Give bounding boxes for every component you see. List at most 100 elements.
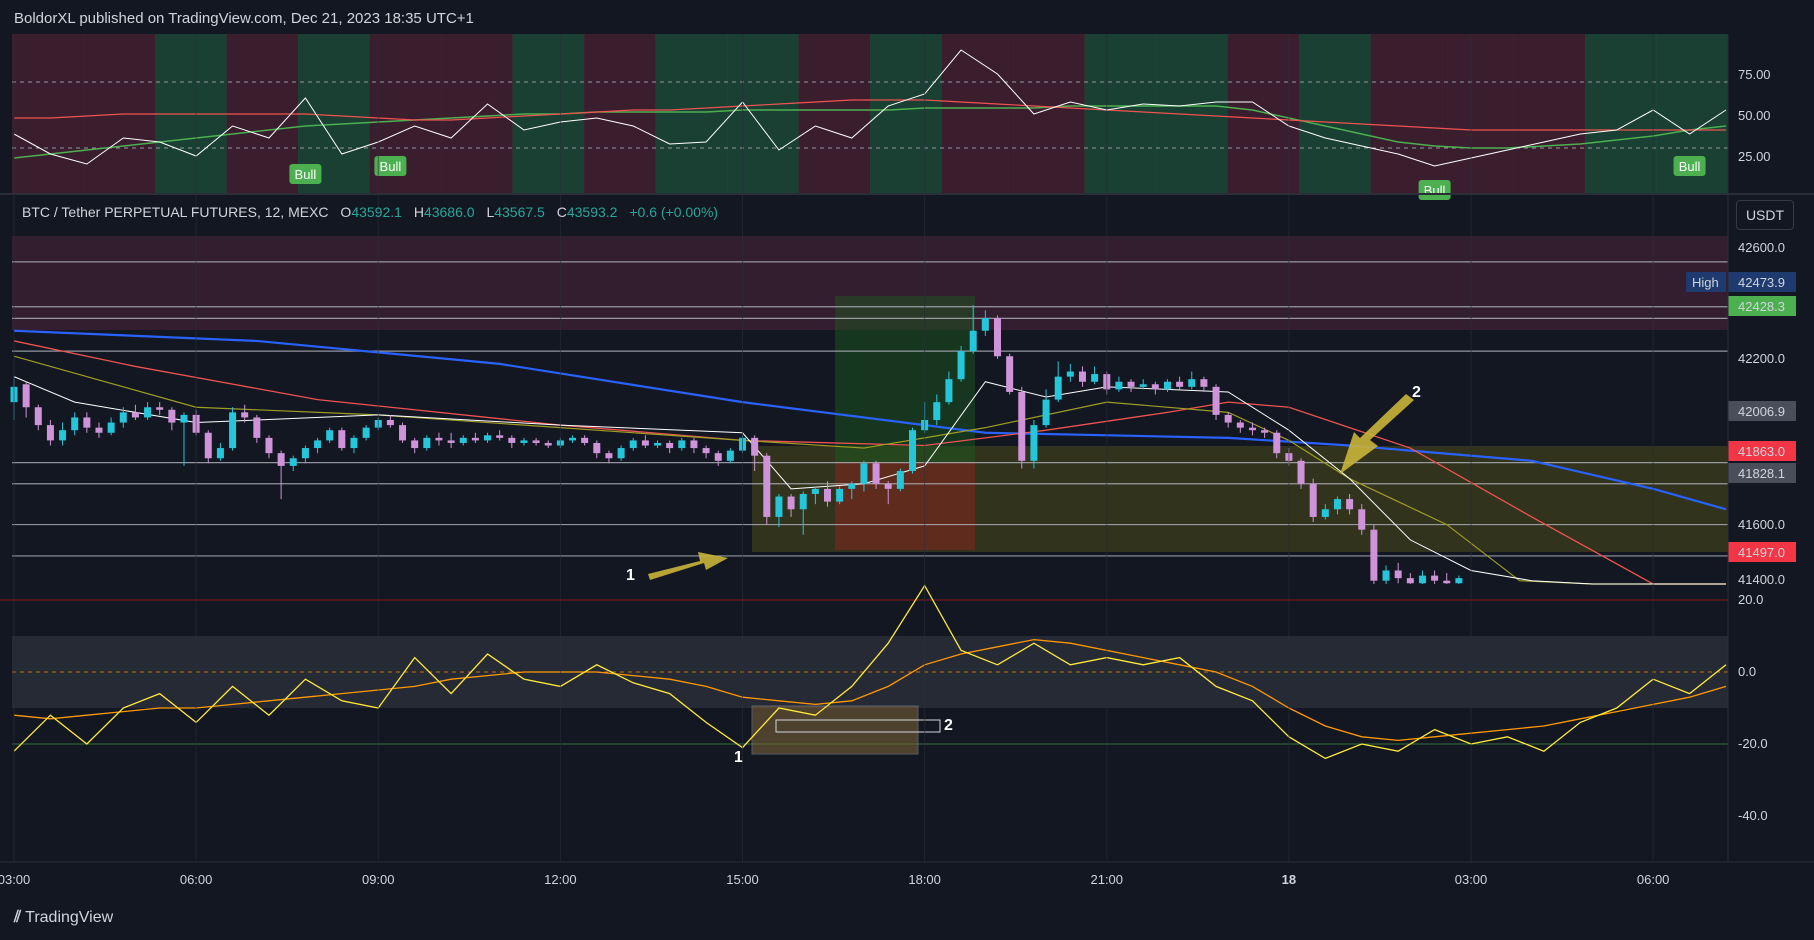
- candle-body: [945, 379, 953, 403]
- candle-body: [1261, 430, 1269, 433]
- open-value: 43592.1: [351, 204, 402, 220]
- candle-body: [1431, 575, 1439, 581]
- candle-body: [1212, 386, 1220, 415]
- candle-body: [714, 453, 722, 461]
- price-label-41828: 41828.1: [1738, 466, 1785, 481]
- candle-body: [107, 422, 115, 433]
- candle-body: [1370, 529, 1378, 581]
- price-tick-41400: 41400.0: [1738, 572, 1785, 587]
- candle-body: [1309, 483, 1317, 517]
- time-tick-label: 21:00: [1090, 872, 1123, 887]
- candle-body: [22, 384, 30, 408]
- rsi-band: [1084, 34, 1157, 194]
- arrow-1-shape: [648, 552, 728, 580]
- candle-body: [1248, 427, 1256, 431]
- candle-body: [253, 417, 261, 438]
- osc-main-line: [13, 584, 1727, 760]
- time-axis: 03:00 06:00 09:00 12:00 15:00 18:00 21:00 18 03:…: [0, 34, 1669, 887]
- candle-body: [1346, 499, 1354, 510]
- tradingview-logo[interactable]: ⫽ TradingView: [14, 909, 113, 927]
- candle-body: [751, 437, 759, 456]
- candle-body: [520, 440, 528, 443]
- candle-body: [1188, 379, 1196, 387]
- rsi-tick-75: 75.00: [1738, 67, 1771, 82]
- annotation-2-osc: 2: [944, 717, 953, 734]
- candles: [10, 305, 1463, 584]
- price-label-42428: 42428.3: [1738, 299, 1785, 314]
- candle-body: [386, 420, 394, 426]
- rsi-band: [870, 34, 942, 194]
- candle-body: [144, 407, 152, 418]
- arrow-2: 2: [1340, 384, 1421, 474]
- osc-signal-line: [13, 638, 1727, 742]
- candle-body: [763, 455, 771, 517]
- candle-body: [338, 430, 346, 449]
- candle-body: [787, 496, 795, 510]
- rsi-band: [1013, 34, 1085, 194]
- rsi-band: [1513, 34, 1586, 194]
- resistance-zone: [12, 236, 1728, 330]
- candle-body: [993, 317, 1001, 357]
- bull-label-bg: [289, 164, 322, 184]
- candle-body: [1018, 391, 1026, 461]
- rsi-ma-red: [14, 99, 1726, 131]
- time-tick-label: 18:00: [908, 872, 941, 887]
- candle-body: [1127, 381, 1135, 387]
- osc-tick-minus20: -20.0: [1738, 736, 1768, 751]
- candle-body: [46, 425, 54, 441]
- candle-body: [471, 437, 479, 441]
- rsi-line: [13, 49, 1727, 167]
- candle-body: [593, 442, 601, 454]
- high-tag-text: High: [1692, 275, 1719, 290]
- candle-body: [362, 427, 370, 438]
- candle-body: [119, 412, 127, 423]
- currency-button[interactable]: USDT: [1736, 200, 1794, 230]
- candle-body: [848, 483, 856, 489]
- candle-body: [1443, 580, 1451, 584]
- candle-body: [1091, 374, 1099, 382]
- time-tick-label: 03:00: [1455, 872, 1488, 887]
- candle-body: [1200, 379, 1208, 387]
- candle-body: [216, 448, 224, 459]
- candle-body: [265, 437, 273, 454]
- price-tick-42200: 42200.0: [1738, 351, 1785, 366]
- time-tick-label: 03:00: [0, 872, 30, 887]
- high-value: 42473.9: [1738, 275, 1785, 290]
- candle-body: [423, 437, 431, 449]
- candle-body: [168, 409, 176, 423]
- candle-body: [1151, 384, 1159, 390]
- rsi-ma-green: [13, 105, 1727, 159]
- candle-body: [1042, 399, 1050, 426]
- candle-body: [605, 453, 613, 459]
- candle-body: [241, 412, 249, 418]
- rsi-tick-25: 25.00: [1738, 149, 1771, 164]
- price-label-41497: 41497.0: [1738, 545, 1785, 560]
- candle-body: [811, 488, 819, 494]
- candle-body: [289, 458, 297, 466]
- price-label-42428-bg: [1728, 296, 1796, 316]
- candle-body: [1115, 381, 1123, 390]
- time-tick-label: 15:00: [726, 872, 759, 887]
- price-label-42006: 42006.9: [1738, 404, 1785, 419]
- horizontal-levels: [12, 261, 1728, 557]
- symbol-name: BTC / Tether PERPETUAL FUTURES, 12, MEXC: [22, 204, 329, 220]
- rsi-band: [1299, 34, 1371, 194]
- bull-labels: Bull Bull Bull Bull: [289, 156, 1706, 200]
- candle-body: [83, 417, 91, 428]
- ma-white-line: [13, 376, 1726, 585]
- candle-body: [872, 463, 880, 484]
- rsi-band: [727, 34, 799, 194]
- candle-body: [1030, 425, 1038, 461]
- candle-body: [654, 442, 662, 446]
- arrow-2-shape: [1340, 394, 1414, 474]
- logo-icon: ⫽: [14, 909, 22, 926]
- candle-body: [908, 430, 916, 472]
- candle-body: [666, 442, 674, 449]
- high-label: H: [413, 204, 424, 220]
- low-value: 43567.5: [494, 204, 545, 220]
- candle-body: [350, 437, 358, 449]
- brand-text: TradingView: [25, 909, 114, 926]
- candle-body: [1176, 381, 1184, 387]
- oscillator-panel: 1 2 20.0 0.0 -20.0 -40.0: [12, 584, 1768, 823]
